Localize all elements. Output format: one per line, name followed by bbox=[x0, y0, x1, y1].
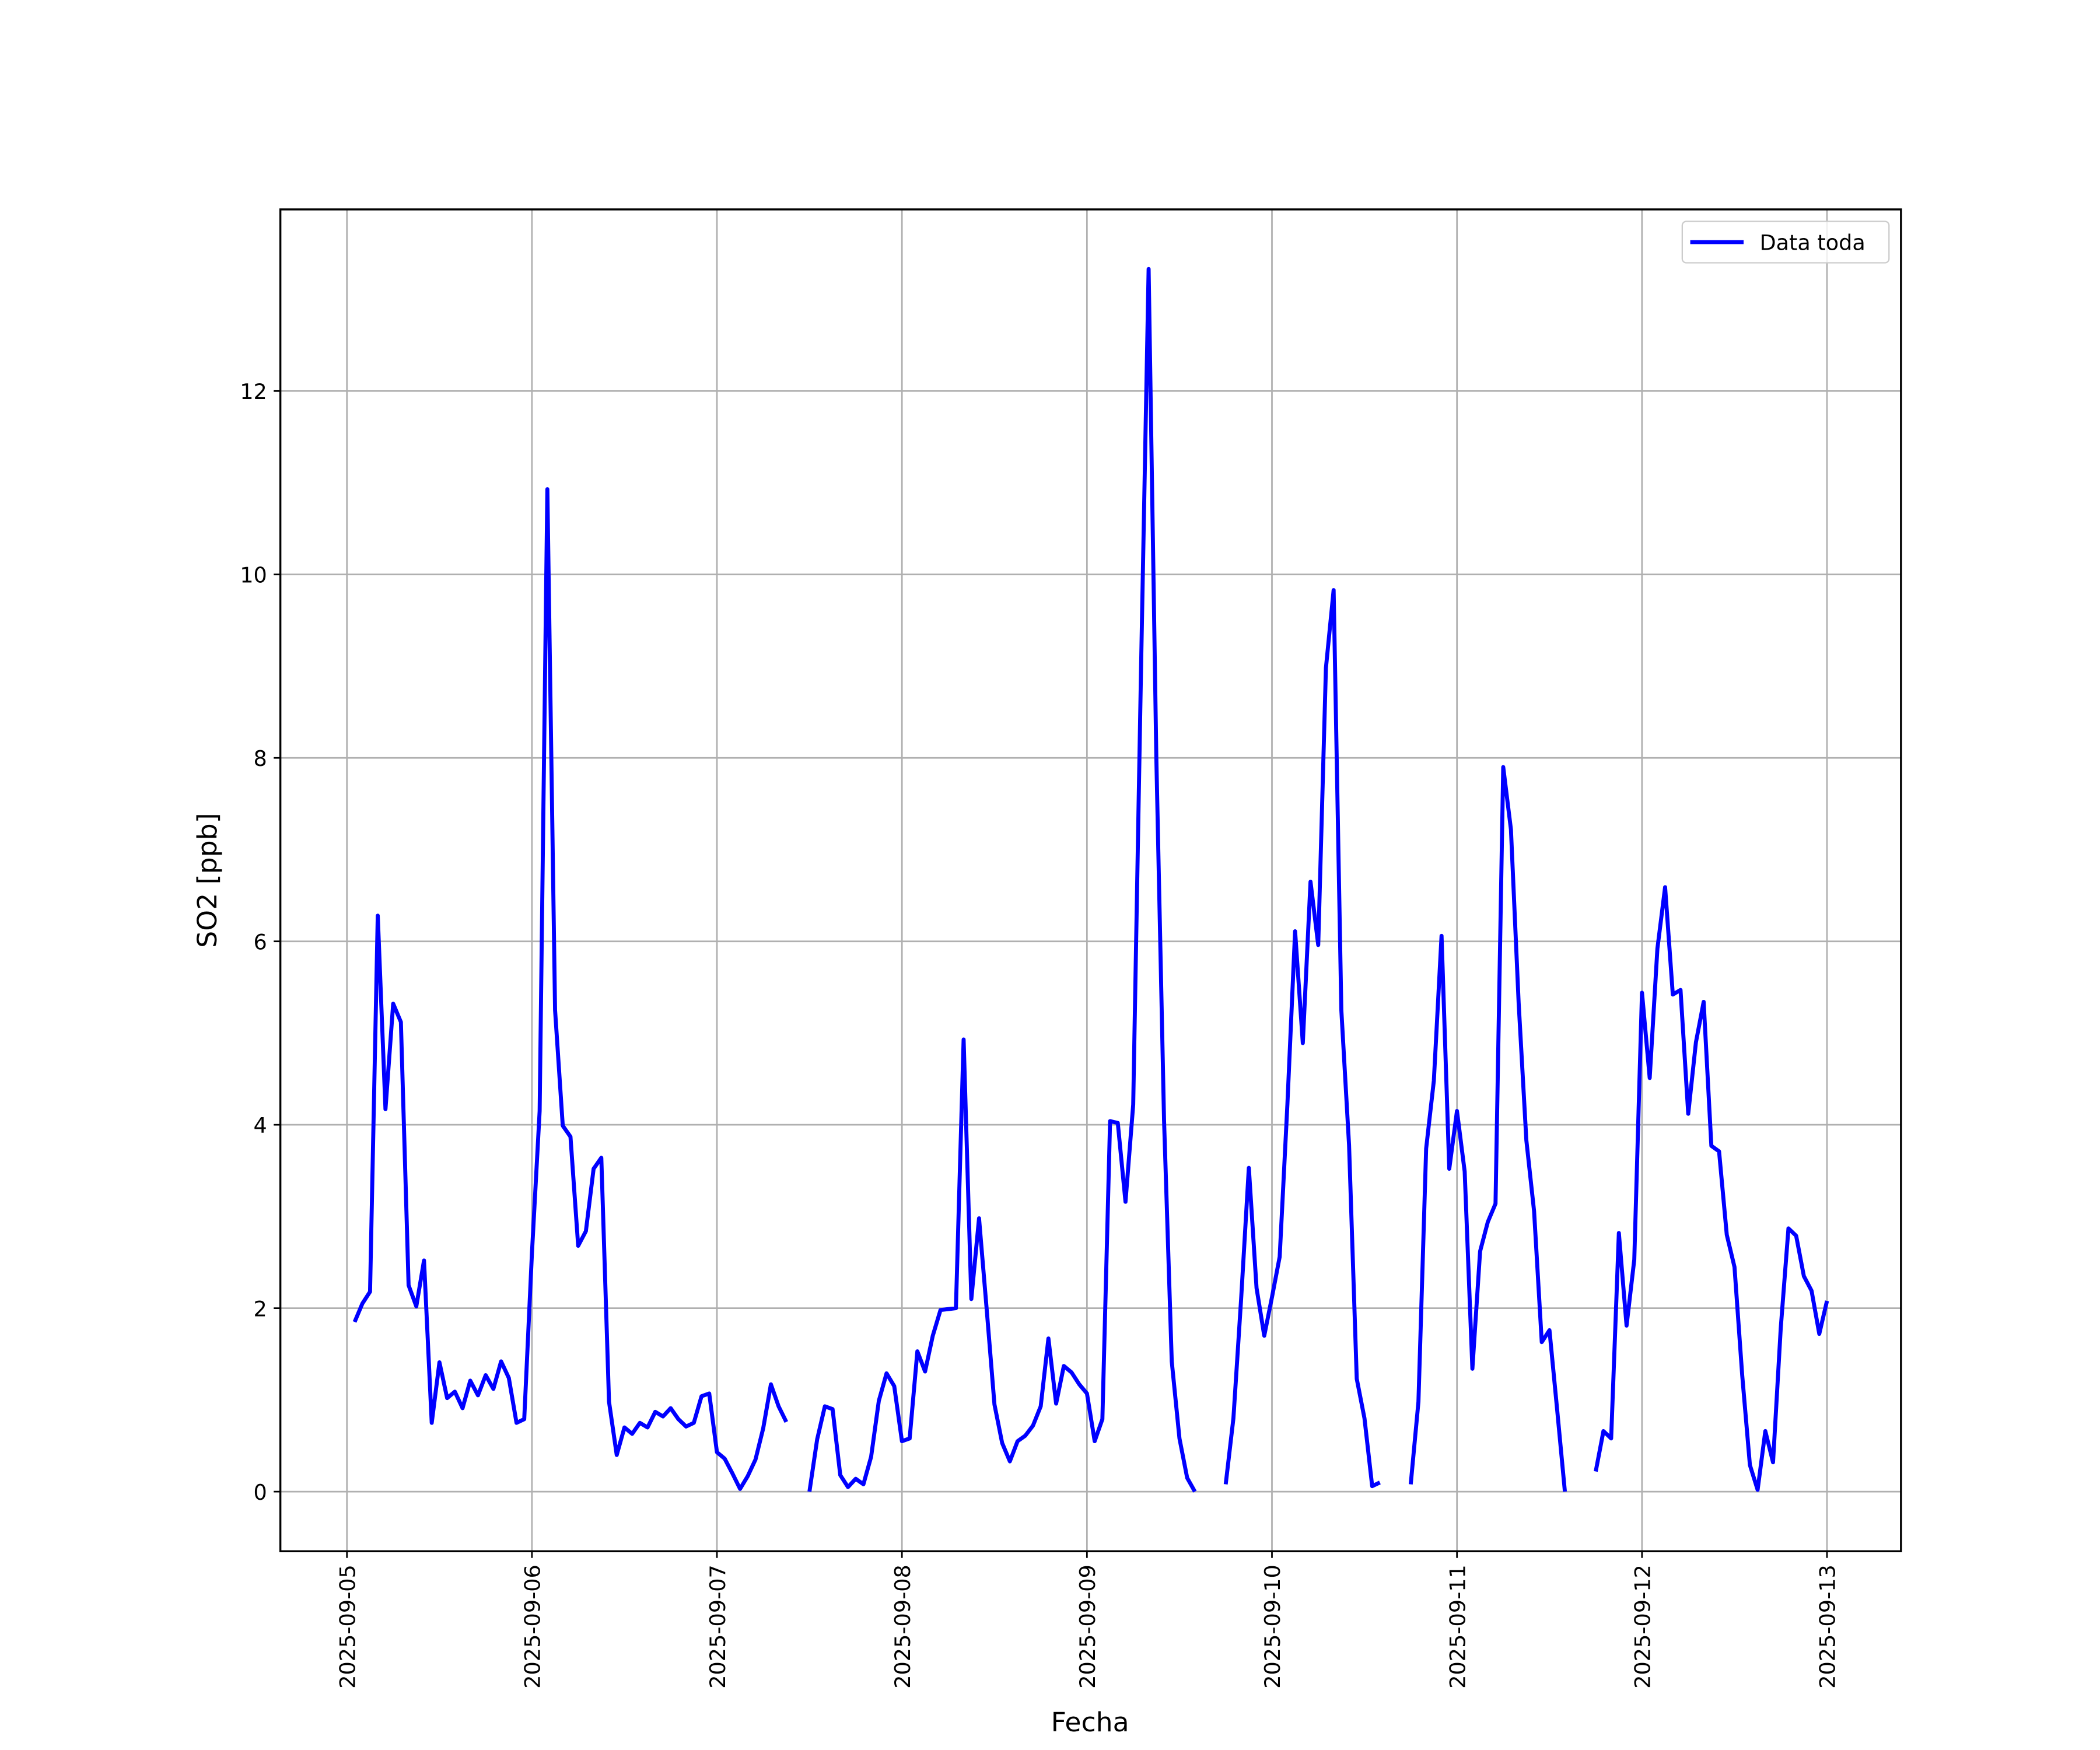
y-tick-label: 12 bbox=[240, 379, 267, 404]
legend-box bbox=[1681, 220, 1890, 264]
x-tick-label: 2025-09-08 bbox=[890, 1564, 915, 1689]
y-tick-label: 8 bbox=[253, 746, 267, 771]
y-tick-label: 2 bbox=[253, 1296, 267, 1321]
legend: Data toda bbox=[1681, 220, 1890, 264]
x-tick-label: 2025-09-06 bbox=[520, 1564, 545, 1689]
y-tick-label: 6 bbox=[253, 929, 267, 954]
y-tick-label: 4 bbox=[253, 1113, 267, 1138]
plot-frame bbox=[279, 208, 1902, 1553]
legend-label: Data toda bbox=[1759, 230, 1865, 256]
y-tick-label: 0 bbox=[253, 1480, 267, 1505]
x-tick-label: 2025-09-07 bbox=[705, 1564, 730, 1689]
x-tick-label: 2025-09-12 bbox=[1630, 1564, 1656, 1689]
y-axis-label: SO2 [ppb] bbox=[192, 813, 223, 947]
data-line bbox=[352, 267, 1829, 1493]
x-tick-label: 2025-09-13 bbox=[1815, 1564, 1840, 1689]
y-tick-label: 10 bbox=[240, 562, 267, 587]
x-tick-label: 2025-09-09 bbox=[1075, 1564, 1100, 1689]
x-tick-label: 2025-09-11 bbox=[1445, 1564, 1470, 1689]
x-tick-label: 2025-09-05 bbox=[335, 1564, 360, 1689]
x-tick-label: 2025-09-10 bbox=[1260, 1564, 1285, 1689]
x-axis-label: Fecha bbox=[1051, 1707, 1129, 1738]
